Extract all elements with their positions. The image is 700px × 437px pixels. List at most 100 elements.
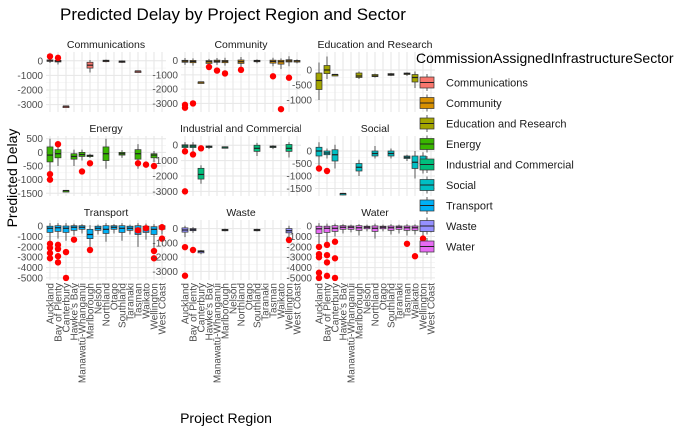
box-southland	[253, 59, 261, 64]
outlier-point	[285, 236, 293, 244]
box-marlborough	[86, 225, 94, 247]
strip-label: Industrial and Commercial	[180, 123, 302, 135]
outlier-point	[315, 165, 323, 172]
outlier-point	[323, 272, 331, 280]
outlier-point	[323, 167, 331, 175]
y-tick-label: -2000	[152, 85, 178, 96]
y-tick-label: -2000	[152, 172, 178, 183]
x-tick-label: Nelson	[363, 283, 374, 314]
x-tick-label: Northland	[237, 283, 248, 326]
outlier-point	[86, 160, 94, 167]
box-wellington	[285, 225, 293, 240]
legend-item-label: Transport	[446, 201, 493, 213]
x-tick-label: Auckland	[181, 283, 192, 324]
box-auckland	[315, 223, 323, 245]
x-tick-label: Tasman	[134, 283, 145, 318]
outlier-point	[54, 54, 62, 62]
y-tick-label: -5000	[286, 273, 312, 284]
x-tick-label: Auckland	[315, 283, 326, 324]
outlier-point	[221, 70, 229, 77]
box-wellington	[285, 142, 293, 158]
box-tasman	[269, 57, 277, 67]
x-tick-label: Tasman	[403, 283, 414, 318]
outlier-point	[315, 269, 323, 276]
outlier-point	[315, 254, 323, 261]
x-tick-label: Otago	[379, 283, 390, 311]
box-marlborough	[221, 57, 229, 66]
y-tick-label: 0	[37, 56, 43, 67]
facet-panel-energy: Energy 500 0 -500 -1000 -1500	[17, 123, 166, 200]
legend-item-community: Community	[419, 94, 502, 112]
facet-panel-transport: Transport 0-1000-2000-3000-4000-5000Auckl…	[17, 207, 168, 383]
outlier-point	[213, 67, 221, 74]
box-hawke-s-bay	[339, 224, 347, 234]
box-tasman	[269, 145, 277, 150]
box-marlborough	[355, 159, 363, 176]
strip-label: Waste	[226, 207, 256, 219]
y-tick-label: -1000	[17, 175, 43, 186]
outlier-point	[323, 259, 331, 266]
legend-item-energy: Energy	[419, 135, 481, 153]
y-tick-label: -1000	[286, 96, 312, 107]
outlier-point	[158, 224, 166, 231]
y-tick-label: -3000	[152, 99, 178, 110]
outlier-point	[323, 251, 331, 259]
y-tick-label: -1500	[17, 189, 43, 200]
box-bay-of-plenty	[323, 148, 331, 159]
x-tick-label: Hawke's Bay	[70, 283, 81, 341]
box-canterbury	[331, 73, 339, 77]
box-auckland	[181, 58, 189, 65]
outlier-point	[181, 188, 189, 195]
box-hawke-s-bay	[205, 145, 213, 150]
box-marlborough	[355, 224, 363, 236]
box-body	[46, 146, 54, 163]
box-waikato	[411, 224, 419, 235]
outlier-point	[331, 238, 339, 245]
strip-label: Communications	[67, 39, 145, 51]
x-tick-label: Southland	[253, 283, 264, 328]
y-tick-label: 0	[172, 224, 178, 235]
y-tick-label: -2000	[152, 253, 178, 264]
box-waikato	[277, 58, 285, 70]
strip-label: Community	[214, 39, 268, 51]
outlier-point	[158, 235, 166, 242]
outlier-point	[331, 255, 339, 262]
outlier-point	[46, 244, 54, 252]
x-tick-label: Northland	[102, 283, 113, 326]
box-body	[331, 149, 339, 162]
box-wellington	[150, 151, 158, 161]
box-canterbury	[331, 144, 339, 169]
box-body	[134, 149, 142, 160]
x-tick-label: Hawke's Bay	[339, 283, 350, 341]
box-marlborough	[355, 71, 363, 79]
strip-label: Social	[361, 123, 390, 135]
y-tick-label: -500	[292, 81, 312, 92]
box-bay-of-plenty	[323, 56, 331, 79]
box-southland	[118, 223, 126, 241]
x-tick-label: Otago	[245, 283, 256, 311]
outlier-point	[331, 274, 339, 282]
legend-item-label: Waste	[446, 221, 477, 233]
box-taranaki	[395, 224, 403, 234]
box-wellington	[150, 224, 158, 253]
box-west-coast	[293, 59, 301, 64]
outlier-point	[269, 73, 277, 80]
x-tick-label: Taranaki	[261, 283, 272, 321]
facet-panel-community: Community 0 -1000 -2000 -3000	[152, 39, 301, 113]
x-tick-label: Northland	[371, 283, 382, 326]
box-wellington	[285, 56, 293, 67]
y-tick-label: 0	[37, 148, 43, 159]
outlier-point	[150, 247, 158, 255]
x-tick-label: Manawatū-Whanganui	[347, 283, 358, 383]
x-tick-label: Nelson	[94, 283, 105, 314]
legend-item-label: Industrial and Commercial	[446, 160, 574, 172]
box-southland	[118, 150, 126, 158]
legend-item-label: Water	[446, 242, 475, 254]
box-manawat-whanganui	[347, 224, 355, 233]
box-southland	[387, 148, 395, 159]
box-auckland	[315, 62, 323, 100]
box-body	[46, 225, 54, 233]
box-hawke-s-bay	[70, 223, 78, 236]
legend-item-water: Water	[419, 238, 475, 255]
